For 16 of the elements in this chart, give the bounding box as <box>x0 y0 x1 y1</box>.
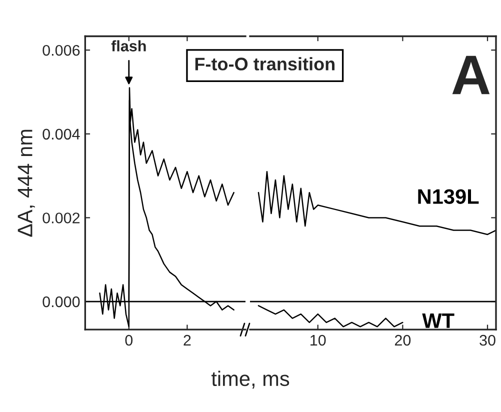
annotation: A <box>452 56 490 94</box>
annotation: F-to-O transition <box>195 57 334 70</box>
x-tick-label: 0 <box>125 334 133 346</box>
x-axis-title: time, ms <box>211 370 290 389</box>
annotation: flash <box>111 40 146 52</box>
x-tick-label: 30 <box>480 334 496 346</box>
y-tick-label: 0.004 <box>42 128 80 140</box>
series-label: N139L <box>418 189 479 204</box>
x-tick-label: 10 <box>310 334 326 346</box>
y-tick-label: 0.000 <box>42 296 80 308</box>
x-tick-label: 20 <box>394 334 411 346</box>
y-tick-label: 0.006 <box>42 44 80 56</box>
y-tick-label: 0.002 <box>42 212 80 224</box>
series-label: WT <box>422 314 454 328</box>
x-tick-label: 2 <box>184 334 191 346</box>
y-axis-title: ΔA, 444 nm <box>18 130 35 237</box>
